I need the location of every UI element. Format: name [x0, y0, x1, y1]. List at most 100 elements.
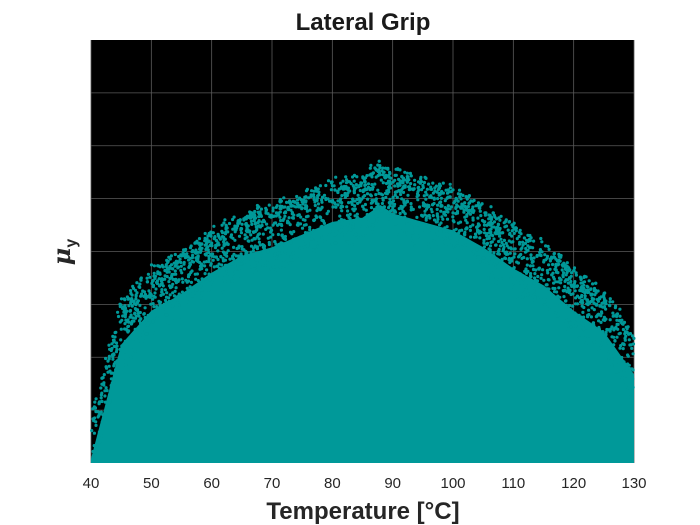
- scatter-point: [604, 317, 608, 321]
- scatter-point: [377, 171, 381, 175]
- scatter-point: [486, 276, 490, 280]
- scatter-point: [545, 283, 549, 287]
- scatter-point: [147, 332, 151, 336]
- scatter-point: [577, 336, 582, 340]
- scatter-point: [124, 327, 128, 331]
- scatter-point: [128, 309, 132, 313]
- scatter-point: [484, 250, 488, 254]
- scatter-point: [217, 262, 221, 266]
- scatter-point: [274, 268, 278, 272]
- scatter-point: [393, 209, 397, 213]
- scatter-point: [287, 216, 291, 220]
- scatter-point: [359, 227, 363, 231]
- scatter-point: [600, 341, 604, 346]
- scatter-point: [451, 215, 455, 219]
- scatter-point: [482, 238, 486, 242]
- scatter-point: [129, 289, 133, 293]
- scatter-point: [129, 313, 133, 317]
- scatter-point: [600, 301, 604, 305]
- scatter-point: [538, 250, 542, 255]
- scatter-point: [346, 223, 350, 227]
- scatter-point: [580, 293, 584, 298]
- scatter-point: [346, 209, 350, 213]
- scatter-point: [522, 236, 527, 240]
- scatter-point: [524, 278, 528, 283]
- scatter-point: [156, 264, 160, 268]
- scatter-point: [174, 281, 178, 285]
- scatter-point: [194, 288, 198, 292]
- scatter-point: [614, 360, 618, 364]
- scatter-point: [289, 202, 293, 207]
- x-tick-label: 110: [501, 475, 525, 492]
- scatter-point: [250, 222, 254, 226]
- scatter-point: [592, 308, 596, 312]
- scatter-point: [155, 316, 159, 320]
- scatter-point: [115, 365, 119, 369]
- scatter-point: [532, 256, 536, 260]
- scatter-point: [548, 259, 553, 263]
- scatter-point: [368, 229, 372, 234]
- scatter-point: [368, 188, 372, 192]
- scatter-point: [147, 289, 151, 293]
- scatter-point: [558, 295, 562, 299]
- scatter-point: [351, 225, 355, 229]
- scatter-point: [627, 363, 631, 367]
- scatter-point: [563, 284, 567, 289]
- scatter-point: [363, 183, 367, 187]
- scatter-point: [519, 247, 523, 251]
- scatter-point: [161, 313, 165, 317]
- scatter-point: [448, 182, 452, 186]
- scatter-point: [303, 231, 308, 235]
- scatter-point: [200, 282, 204, 286]
- scatter-point: [425, 203, 429, 207]
- scatter-point: [461, 239, 465, 243]
- scatter-point: [226, 272, 230, 276]
- scatter-point: [350, 202, 354, 206]
- scatter-point: [620, 365, 624, 369]
- scatter-point: [191, 253, 195, 257]
- scatter-point: [630, 334, 635, 338]
- scatter-point: [422, 180, 426, 185]
- scatter-point: [559, 255, 563, 259]
- scatter-point: [412, 223, 416, 227]
- scatter-point: [381, 181, 385, 185]
- scatter-point: [186, 279, 191, 283]
- scatter-point: [348, 212, 352, 216]
- scatter-point: [161, 284, 165, 288]
- scatter-point: [146, 323, 150, 327]
- scatter-point: [568, 321, 572, 325]
- scatter-point: [445, 217, 450, 221]
- scatter-point: [332, 184, 336, 188]
- scatter-point: [492, 237, 496, 241]
- scatter-point: [427, 228, 431, 232]
- scatter-point: [334, 230, 338, 235]
- scatter-point: [457, 231, 461, 235]
- scatter-point: [324, 183, 328, 188]
- scatter-point: [499, 237, 503, 241]
- scatter-point: [423, 229, 427, 233]
- scatter-point: [545, 298, 549, 302]
- scatter-point: [231, 227, 235, 231]
- scatter-point: [196, 257, 200, 261]
- scatter-point: [518, 242, 522, 246]
- scatter-point: [492, 213, 496, 217]
- scatter-point: [222, 276, 226, 280]
- scatter-point: [554, 268, 558, 272]
- scatter-point: [256, 233, 260, 237]
- scatter-point: [192, 294, 196, 298]
- scatter-point: [388, 197, 392, 201]
- scatter-point: [96, 415, 100, 419]
- scatter-point: [573, 280, 577, 284]
- scatter-point: [481, 259, 485, 263]
- scatter-point: [312, 189, 316, 193]
- scatter-point: [430, 246, 434, 250]
- scatter-point: [457, 252, 461, 256]
- scatter-point: [574, 314, 578, 318]
- scatter-point: [490, 257, 494, 261]
- scatter-point: [240, 266, 244, 270]
- scatter-point: [200, 267, 204, 271]
- scatter-point: [278, 265, 282, 269]
- scatter-point: [531, 289, 535, 293]
- scatter-point: [111, 338, 116, 342]
- scatter-point: [431, 214, 435, 218]
